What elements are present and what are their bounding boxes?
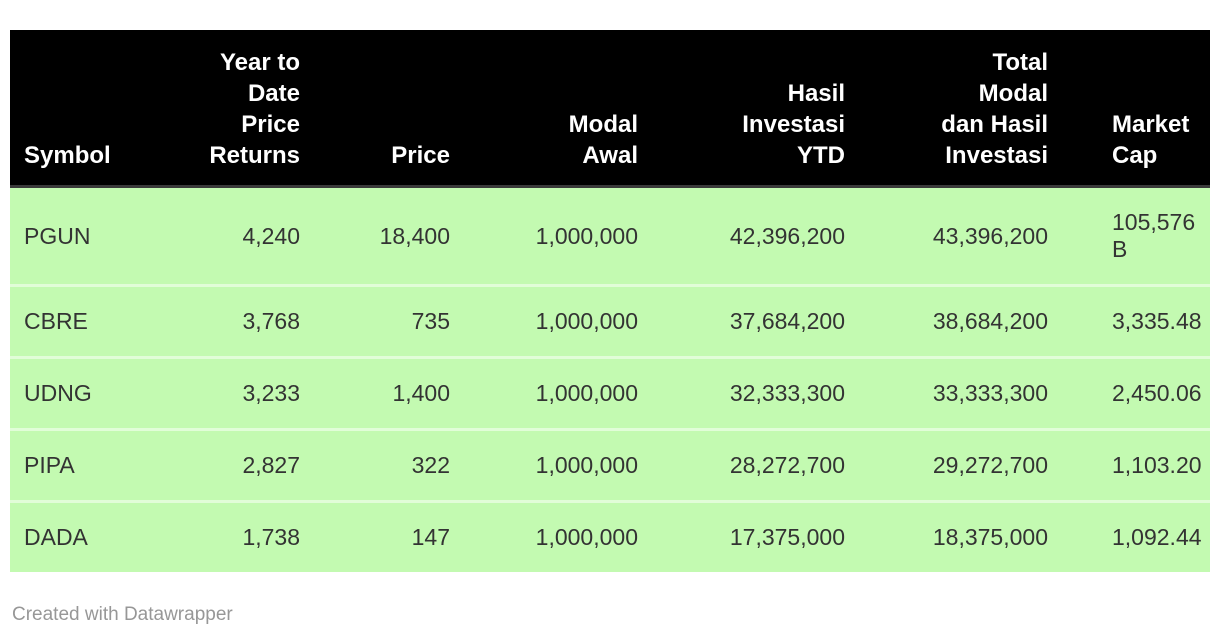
table-cell: 37,684,200 xyxy=(652,284,859,358)
column-header: Total Modal dan Hasil Investasi xyxy=(859,30,1062,188)
table-row: PGUN 4,240 18,400 1,000,000 42,396,200 43,396… xyxy=(10,186,1210,286)
table-cell: 18,400 xyxy=(314,186,464,286)
table-cell: 17,375,000 xyxy=(652,500,859,572)
table-body: PGUN 4,240 18,400 1,000,000 42,396,200 43,396… xyxy=(10,186,1210,572)
table-cell: 38,684,200 xyxy=(859,284,1062,358)
table-cell: 43,396,200 xyxy=(859,186,1062,286)
table-row: DADA 1,738 147 1,000,000 17,375,000 18,375,00… xyxy=(10,500,1210,572)
symbol-cell: DADA xyxy=(10,500,180,572)
symbol-cell: PIPA xyxy=(10,428,180,502)
table-header: Symbol Year to Date Price Returns Price Mod… xyxy=(10,30,1210,188)
table-row: PIPA 2,827 322 1,000,000 28,272,700 29,272,70… xyxy=(10,428,1210,502)
table-cell: 3,768 xyxy=(180,284,314,358)
table-cell: 32,333,300 xyxy=(652,356,859,430)
symbol-cell: UDNG xyxy=(10,356,180,430)
table-cell: 4,240 xyxy=(180,186,314,286)
table-cell: 28,272,700 xyxy=(652,428,859,502)
table-cell: 1,000,000 xyxy=(464,186,652,286)
column-header: Year to Date Price Returns xyxy=(180,30,314,188)
data-table-container: Symbol Year to Date Price Returns Price Mod… xyxy=(10,30,1210,572)
table-cell: 3,335.48 xyxy=(1062,284,1210,358)
symbol-cell: CBRE xyxy=(10,284,180,358)
column-header: Modal Awal xyxy=(464,30,652,188)
data-table: Symbol Year to Date Price Returns Price Mod… xyxy=(10,30,1210,572)
table-cell: 1,103.20 xyxy=(1062,428,1210,502)
table-row: CBRE 3,768 735 1,000,000 37,684,200 38,684,20… xyxy=(10,284,1210,358)
table-cell: 29,272,700 xyxy=(859,428,1062,502)
table-cell: 147 xyxy=(314,500,464,572)
table-cell: 3,233 xyxy=(180,356,314,430)
column-header: Price xyxy=(314,30,464,188)
table-cell: 1,000,000 xyxy=(464,356,652,430)
symbol-cell: PGUN xyxy=(10,186,180,286)
table-cell: 1,092.44 xyxy=(1062,500,1210,572)
table-cell: 1,000,000 xyxy=(464,284,652,358)
table-cell: 42,396,200 xyxy=(652,186,859,286)
table-cell: 1,000,000 xyxy=(464,500,652,572)
table-header-row: Symbol Year to Date Price Returns Price Mod… xyxy=(10,30,1210,188)
table-row: UDNG 3,233 1,400 1,000,000 32,333,300 33,333,… xyxy=(10,356,1210,430)
table-cell: 1,400 xyxy=(314,356,464,430)
table-cell: 18,375,000 xyxy=(859,500,1062,572)
table-cell: 1,738 xyxy=(180,500,314,572)
column-header: Market Cap xyxy=(1062,30,1210,188)
table-cell: 322 xyxy=(314,428,464,502)
table-cell: 2,827 xyxy=(180,428,314,502)
table-cell: 1,000,000 xyxy=(464,428,652,502)
table-cell: 33,333,300 xyxy=(859,356,1062,430)
column-header: Hasil Investasi YTD xyxy=(652,30,859,188)
datawrapper-credit-link[interactable]: Created with Datawrapper xyxy=(12,604,233,625)
table-cell: 105,576 B xyxy=(1062,186,1210,286)
table-cell: 735 xyxy=(314,284,464,358)
table-cell: 2,450.06 xyxy=(1062,356,1210,430)
column-header: Symbol xyxy=(10,30,180,188)
